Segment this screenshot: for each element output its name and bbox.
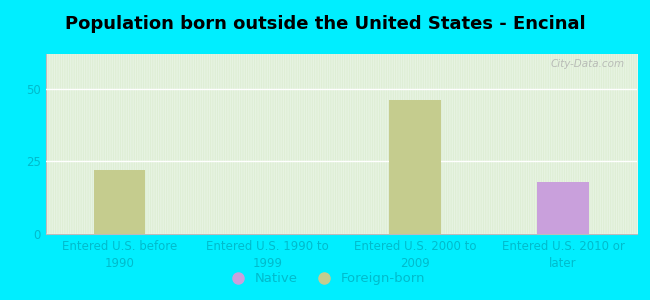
Legend: Native, Foreign-born: Native, Foreign-born [219, 267, 431, 290]
Text: City-Data.com: City-Data.com [551, 59, 625, 69]
Text: Population born outside the United States - Encinal: Population born outside the United State… [65, 15, 585, 33]
Bar [389, 100, 441, 234]
Bar [94, 170, 146, 234]
Bar [537, 182, 589, 234]
